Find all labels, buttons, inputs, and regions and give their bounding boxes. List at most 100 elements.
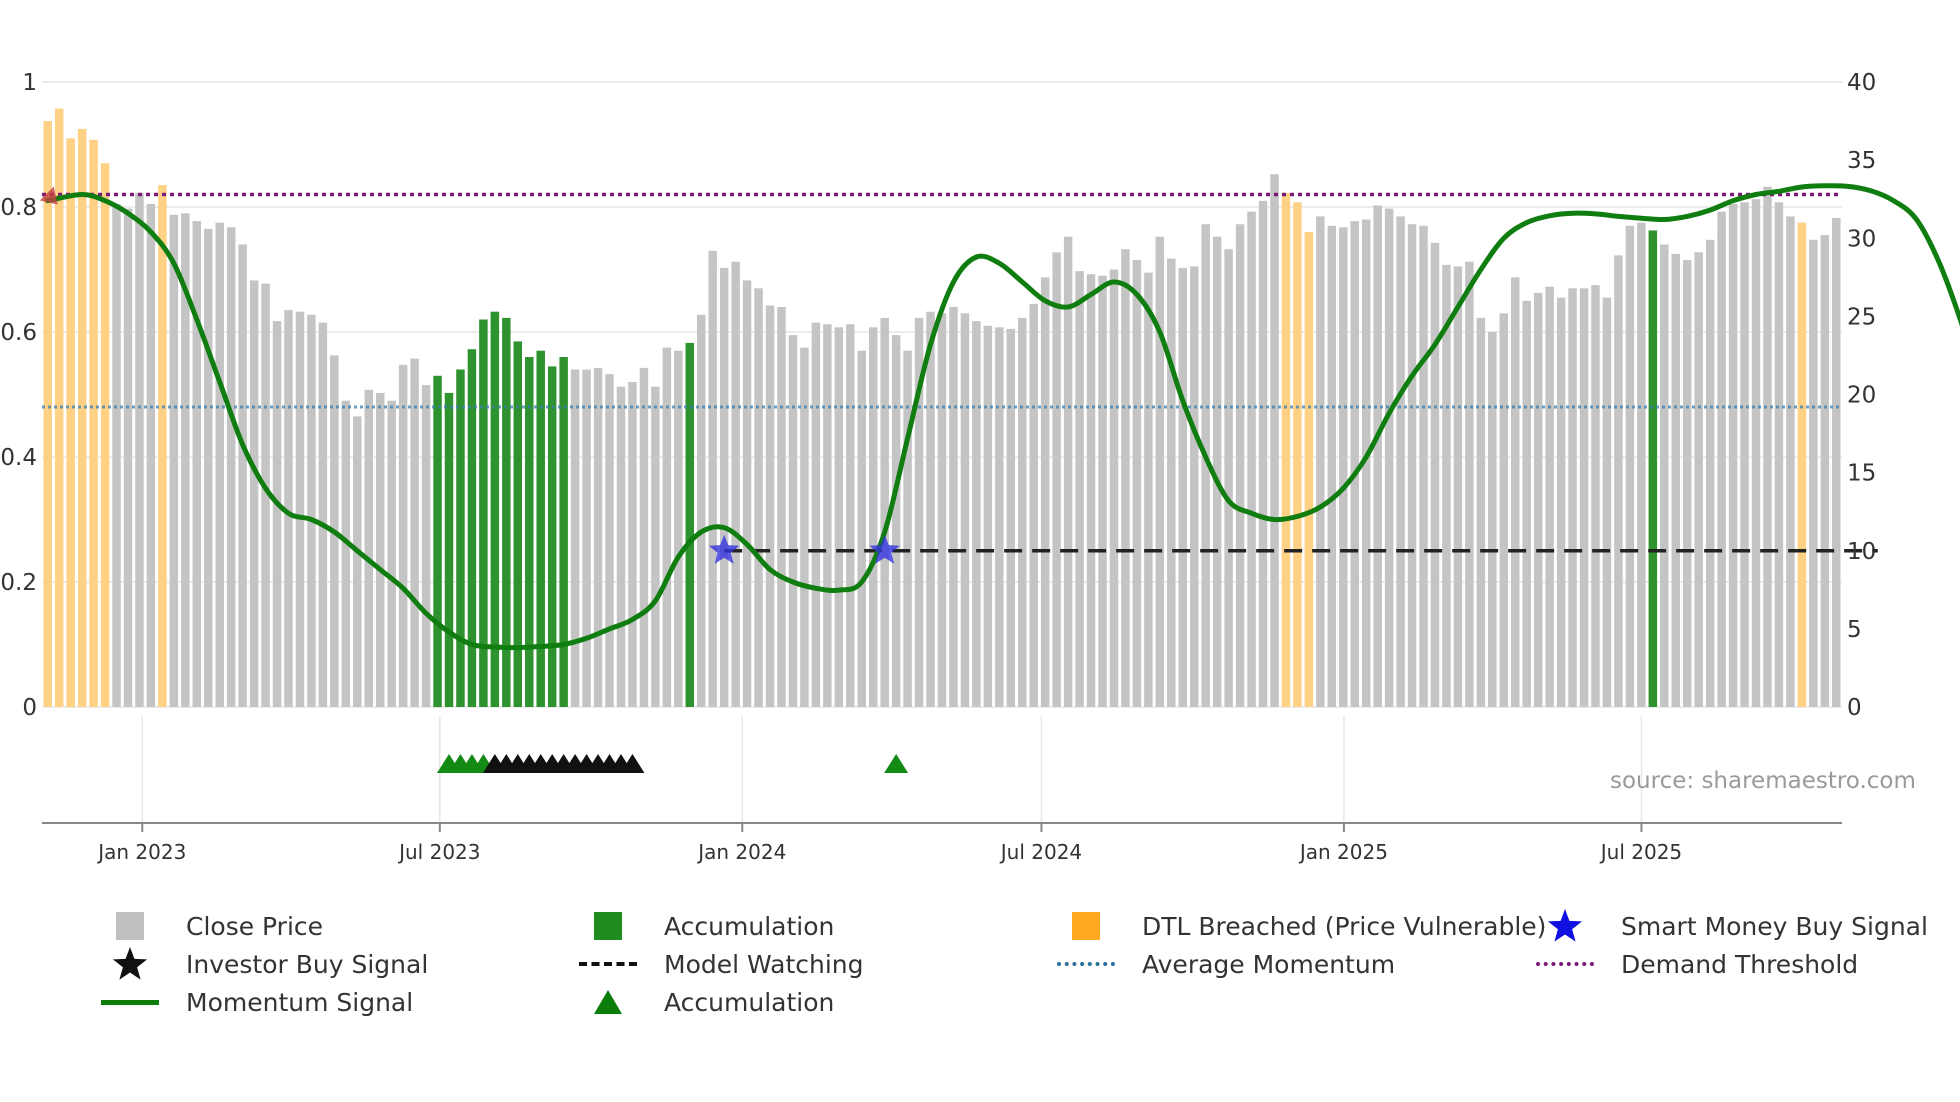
price-bar xyxy=(834,327,844,707)
price-bar xyxy=(272,321,282,707)
price-bar xyxy=(1763,186,1772,707)
price-bar xyxy=(238,244,247,707)
price-bar xyxy=(1465,261,1474,707)
price-bar xyxy=(1430,242,1440,707)
price-bar xyxy=(318,322,328,707)
price-bar xyxy=(364,389,373,707)
price-bar xyxy=(1063,236,1073,707)
accumulation-bar xyxy=(490,311,500,707)
legend-item: Average Momentum xyxy=(1056,948,1395,980)
price-bar xyxy=(1086,274,1096,707)
smart-money-buy-star xyxy=(708,534,740,564)
accumulation-bar xyxy=(479,319,488,707)
price-bar xyxy=(857,350,866,707)
left-tick-label: 0.8 xyxy=(0,195,37,221)
price-bar xyxy=(800,347,809,707)
right-tick-label: 10 xyxy=(1847,539,1876,565)
legend-triangle-swatch xyxy=(578,986,638,1018)
legend-label: Demand Threshold xyxy=(1621,949,1859,979)
price-bar xyxy=(1614,255,1623,707)
left-tick-label: 0.6 xyxy=(0,320,37,346)
price-bar xyxy=(914,317,924,707)
price-bar xyxy=(582,369,591,707)
price-bar xyxy=(605,374,614,707)
price-bar xyxy=(1384,208,1394,707)
price-bar xyxy=(1705,239,1715,708)
legend-label: Close Price xyxy=(186,911,324,941)
legend: Close Price Accumulation DTL Breached (Pri… xyxy=(0,909,1960,1060)
dtl-breached-bar xyxy=(1293,202,1302,708)
legend-dot-swatch xyxy=(1056,948,1116,980)
accumulation-bar xyxy=(433,375,442,708)
price-bar xyxy=(1694,252,1703,708)
price-bar xyxy=(708,250,717,708)
price-bar xyxy=(1533,292,1543,707)
price-bar xyxy=(1350,221,1359,707)
dtl-breached-bar xyxy=(158,185,167,708)
legend-item: Demand Threshold xyxy=(1535,948,1858,980)
legend-item: Momentum Signal xyxy=(100,986,413,1018)
price-bar xyxy=(1224,249,1233,707)
price-bar xyxy=(788,335,798,707)
dtl-breached-bar xyxy=(1281,192,1291,707)
price-bar xyxy=(1075,271,1084,707)
price-bar xyxy=(1832,217,1841,707)
price-bar xyxy=(1671,253,1680,707)
right-tick-label: 25 xyxy=(1847,304,1876,330)
price-bar xyxy=(765,305,775,707)
legend-label: Accumulation xyxy=(664,911,835,941)
legend-item: Investor Buy Signal xyxy=(100,947,428,980)
price-bar xyxy=(891,335,901,707)
price-bar xyxy=(777,307,786,707)
accumulation-bar xyxy=(536,350,545,707)
price-bar xyxy=(926,311,935,707)
right-tick-label: 15 xyxy=(1847,461,1876,487)
price-bar xyxy=(1682,260,1692,707)
accumulation-bar xyxy=(525,357,534,707)
dtl-breached-bar xyxy=(77,128,87,707)
dtl-breached-bar xyxy=(1797,222,1807,707)
price-bar xyxy=(719,267,729,707)
price-bar xyxy=(754,288,763,708)
price-bar xyxy=(1178,267,1187,707)
dtl-breached-bar xyxy=(66,138,75,708)
price-bar xyxy=(1396,216,1405,707)
price-bar xyxy=(662,347,672,707)
price-bar xyxy=(972,321,981,707)
price-bar xyxy=(1189,266,1199,707)
accumulation-bar xyxy=(513,341,523,707)
price-bar xyxy=(593,367,603,707)
price-bar xyxy=(353,416,362,707)
legend-label: Model Watching xyxy=(664,949,864,979)
price-bar xyxy=(112,203,121,707)
price-bar xyxy=(1052,252,1061,708)
price-bar xyxy=(204,228,213,707)
price-bar xyxy=(1270,174,1279,707)
price-bar xyxy=(1476,317,1486,707)
price-bar xyxy=(181,213,190,708)
legend-star-swatch xyxy=(1535,909,1595,942)
legend-item: Model Watching xyxy=(578,948,864,980)
price-bar xyxy=(1167,258,1176,707)
left-tick-label: 0 xyxy=(22,695,37,721)
price-bar xyxy=(146,203,156,707)
price-bar xyxy=(949,307,958,707)
source-credit: source: sharemaestro.com xyxy=(1610,768,1916,794)
price-bar xyxy=(628,382,637,707)
price-bar xyxy=(823,324,832,707)
price-bar xyxy=(1579,288,1589,708)
legend-star-swatch xyxy=(100,947,160,980)
smart-money-buy-star xyxy=(869,534,900,564)
price-bar xyxy=(1247,211,1256,707)
price-bar xyxy=(1717,211,1726,707)
legend-item: Accumulation xyxy=(578,986,834,1018)
accumulation-bar xyxy=(467,349,477,707)
price-bar xyxy=(1098,275,1107,707)
left-tick-label: 0.2 xyxy=(0,570,37,596)
signal-chart: Jan 2023 Jul 2023 Jan 2024 Jul 2024 Jan 2025… xyxy=(0,70,1960,864)
price-bar xyxy=(1488,332,1497,707)
dtl-breached-bar xyxy=(54,108,64,708)
price-bar xyxy=(1316,216,1325,707)
price-bar xyxy=(696,314,706,707)
price-bar xyxy=(1556,297,1566,707)
